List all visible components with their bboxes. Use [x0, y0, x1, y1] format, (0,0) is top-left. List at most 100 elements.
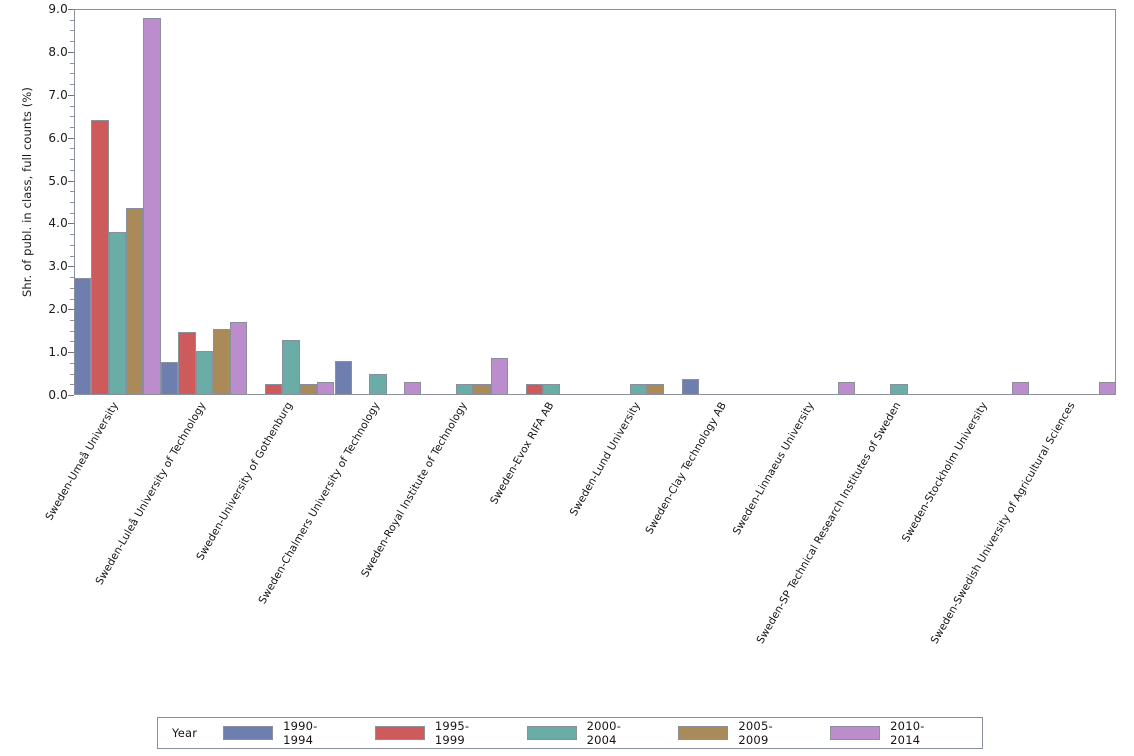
y-tick-label: 8.0 [48, 44, 68, 59]
bar [178, 331, 196, 395]
legend-label: 1995-1999 [434, 719, 470, 747]
bar [74, 277, 92, 395]
y-tick-major [68, 223, 74, 225]
y-tick-label: 9.0 [48, 2, 68, 16]
bar [317, 382, 335, 395]
y-tick-minor [70, 212, 74, 214]
x-tick-label: Sweden-Umeå University [43, 400, 122, 523]
legend-label: 1990-1994 [283, 719, 318, 747]
bar [369, 373, 387, 395]
legend-item[interactable]: 1990-1994 [223, 719, 345, 747]
bar [473, 384, 491, 395]
legend-label: 2000-2004 [586, 719, 622, 747]
bar [682, 378, 700, 395]
legend-title: Year [172, 726, 198, 740]
bar [1098, 382, 1116, 395]
x-tick-label: Sweden-SP Technical Research Institutes … [754, 400, 904, 646]
bar [334, 361, 352, 395]
y-tick-minor [70, 126, 74, 128]
y-tick-minor [70, 234, 74, 236]
x-tick-label: Sweden-Lund University [568, 400, 644, 519]
legend-item[interactable]: 2000-2004 [526, 719, 649, 747]
y-tick-major [68, 266, 74, 268]
y-tick-minor [70, 341, 74, 343]
bar [108, 232, 127, 395]
bar [230, 322, 248, 395]
bar [126, 208, 144, 395]
bar [91, 119, 109, 395]
legend-swatch [678, 726, 729, 740]
bar [265, 384, 283, 395]
y-tick-minor [70, 384, 74, 386]
y-tick-minor [70, 105, 74, 107]
bar [161, 361, 179, 395]
legend: Year 1990-1994 1995-1999 2000-2004 2005-200… [157, 717, 983, 749]
y-tick-minor [70, 84, 74, 86]
legend-items: 1990-1994 1995-1999 2000-2004 2005-2009 2010… [223, 719, 982, 747]
x-tick-label: Sweden-Swedish University of Agricultura… [928, 400, 1078, 647]
bar [629, 384, 648, 395]
bar [525, 384, 543, 395]
bar [890, 384, 908, 395]
bar [195, 351, 213, 395]
y-tick-label: 6.0 [48, 130, 68, 145]
legend-label: 2010-2014 [890, 719, 925, 747]
y-tick-minor [70, 255, 74, 257]
y-tick-minor [70, 191, 74, 193]
y-tick-major [68, 352, 74, 354]
bar [282, 340, 300, 395]
legend-item[interactable]: 2010-2014 [830, 719, 952, 747]
bar [299, 384, 318, 395]
x-tick-label: Sweden-University of Gothenburg [194, 400, 296, 563]
y-tick-major [68, 94, 74, 96]
x-tick-label: Sweden-Linnaeus University [730, 400, 817, 538]
y-tick-label: 4.0 [48, 216, 68, 231]
y-tick-major [68, 9, 74, 10]
legend-item[interactable]: 1995-1999 [374, 719, 497, 747]
y-tick-minor [70, 244, 74, 246]
legend-swatch [374, 726, 425, 740]
bar [403, 382, 422, 395]
bar [647, 384, 665, 395]
bar [212, 329, 231, 395]
legend-swatch [526, 726, 577, 740]
y-tick-minor [70, 19, 74, 21]
x-tick-label: Sweden-Royal Institute of Technology [358, 400, 470, 580]
y-tick-minor [70, 277, 74, 279]
legend-item[interactable]: 2005-2009 [678, 719, 800, 747]
legend-swatch [830, 726, 881, 740]
y-tick-minor [70, 73, 74, 75]
y-tick-major [68, 395, 74, 396]
x-tick-label: Sweden-Luleå University of Technology [93, 400, 209, 588]
bar [490, 357, 508, 395]
y-tick-minor [70, 148, 74, 150]
y-tick-minor [70, 298, 74, 300]
y-tick-minor [70, 62, 74, 64]
y-tick-label: 7.0 [48, 87, 68, 102]
bar [143, 17, 161, 395]
y-tick-major [68, 137, 74, 139]
x-tick-label: Sweden-Evox RIFA AB [487, 400, 557, 507]
bar [1011, 382, 1029, 395]
legend-label: 2005-2009 [738, 719, 773, 747]
y-tick-major [68, 309, 74, 311]
y-tick-minor [70, 202, 74, 203]
y-tick-minor [70, 373, 74, 375]
y-tick-minor [70, 30, 74, 32]
y-tick-minor [70, 159, 74, 161]
y-tick-major [68, 51, 74, 53]
y-tick-minor [70, 169, 74, 171]
y-tick-minor [70, 287, 74, 289]
bar [542, 384, 561, 395]
y-tick-minor [70, 362, 74, 364]
y-tick-label: 1.0 [48, 345, 68, 360]
y-tick-label: 2.0 [48, 302, 68, 317]
y-tick-label: 3.0 [48, 259, 68, 274]
y-tick-minor [70, 330, 74, 332]
bar [838, 382, 856, 395]
x-tick-label: Sweden-Clay Technology AB [643, 400, 730, 537]
y-tick-major [68, 180, 74, 182]
plot-area [74, 9, 1116, 395]
legend-swatch [223, 726, 274, 740]
